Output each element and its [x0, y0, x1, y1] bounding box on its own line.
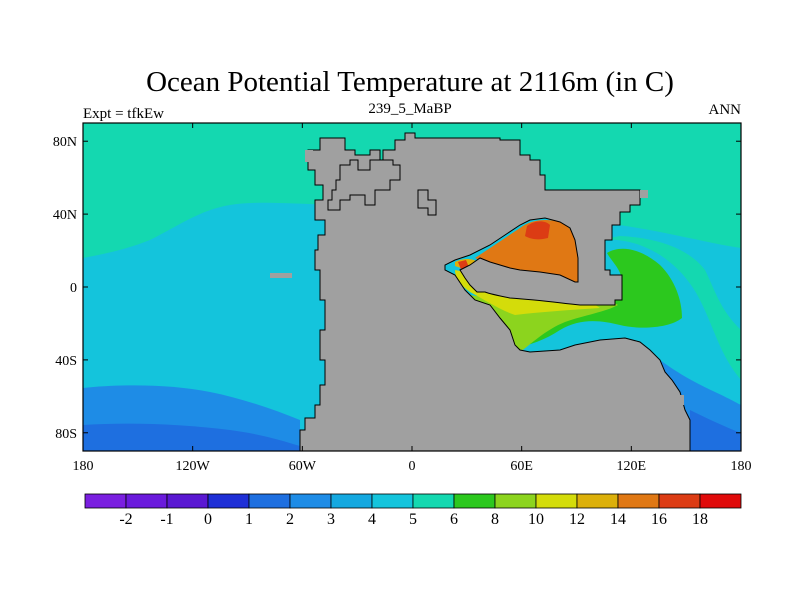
- land-island-peninsula: [417, 189, 437, 216]
- colorbar-label: 6: [450, 511, 458, 528]
- y-tick-label: 80S: [55, 427, 77, 442]
- colorbar-label: 2: [286, 511, 294, 528]
- x-tick-label: 60E: [510, 459, 533, 474]
- colorbar-swatch: [412, 493, 455, 509]
- map-panel: 180 120W 60W 0 60E 120E 180 80N 40N 0 40S 80S: [53, 122, 752, 474]
- colorbar-label: 14: [610, 511, 626, 528]
- colorbar-label: 8: [491, 511, 499, 528]
- colorbar-swatch: [535, 493, 578, 509]
- colorbar-label: 3: [327, 511, 335, 528]
- x-axis-ticks: 180 120W 60W 0 60E 120E 180: [73, 123, 752, 474]
- colorbar-label: 0: [204, 511, 212, 528]
- colorbar-swatch: [699, 493, 742, 509]
- colorbar-swatch: [371, 493, 414, 509]
- colorbar-swatch: [84, 493, 127, 509]
- experiment-label: Expt = tfkEw: [83, 106, 164, 122]
- x-tick-label: 180: [731, 459, 752, 474]
- x-tick-label: 180: [73, 459, 94, 474]
- colorbar-label: 12: [569, 511, 585, 528]
- colorbar-swatch: [289, 493, 332, 509]
- colorbar-label: -1: [160, 511, 173, 528]
- land-island-se: [678, 395, 684, 405]
- land-island-north: [305, 150, 313, 162]
- colorbar-swatch: [248, 493, 291, 509]
- y-tick-label: 0: [70, 281, 77, 296]
- ocean-field-2-3-southeast: [690, 410, 741, 451]
- x-tick-label: 60W: [289, 459, 317, 474]
- ocean-field-16-18: [525, 221, 550, 240]
- ocean-field-2-3-south: [83, 423, 300, 451]
- colorbar-label: 18: [692, 511, 708, 528]
- colorbar-swatch: [330, 493, 373, 509]
- colorbar-label: 16: [651, 511, 667, 528]
- x-tick-label: 120E: [617, 459, 647, 474]
- colorbar: -2 -1 0 1 2 3 4 5 6 8 10 12 14 16 18: [84, 493, 742, 528]
- colorbar-swatch: [453, 493, 496, 509]
- ocean-field-5-6-east: [600, 236, 741, 380]
- colorbar-label: 10: [528, 511, 544, 528]
- colorbar-swatch: [207, 493, 250, 509]
- plot-title: Ocean Potential Temperature at 2116m (in…: [146, 66, 674, 98]
- colorbar-swatch: [125, 493, 168, 509]
- ocean-field-10-12: [455, 270, 600, 315]
- colorbar-label: -2: [119, 511, 132, 528]
- y-axis-ticks: 80N 40N 0 40S 80S: [53, 135, 741, 442]
- colorbar-swatch: [494, 493, 537, 509]
- colorbar-swatch: [576, 493, 619, 509]
- colorbar-label: 4: [368, 511, 376, 528]
- colorbar-swatch: [166, 493, 209, 509]
- land-island-east: [640, 190, 648, 198]
- y-tick-label: 40N: [53, 208, 77, 223]
- colorbar-label: 1: [245, 511, 253, 528]
- land-island-pacific: [270, 273, 292, 278]
- colorbar-swatch: [617, 493, 660, 509]
- season-label: ANN: [709, 102, 742, 118]
- colorbar-swatch: [658, 493, 701, 509]
- y-tick-label: 80N: [53, 135, 77, 150]
- x-tick-label: 0: [409, 459, 416, 474]
- y-tick-label: 40S: [55, 354, 77, 369]
- plot-subtitle: 239_5_MaBP: [368, 101, 451, 117]
- colorbar-label: 5: [409, 511, 417, 528]
- x-tick-label: 120W: [176, 459, 211, 474]
